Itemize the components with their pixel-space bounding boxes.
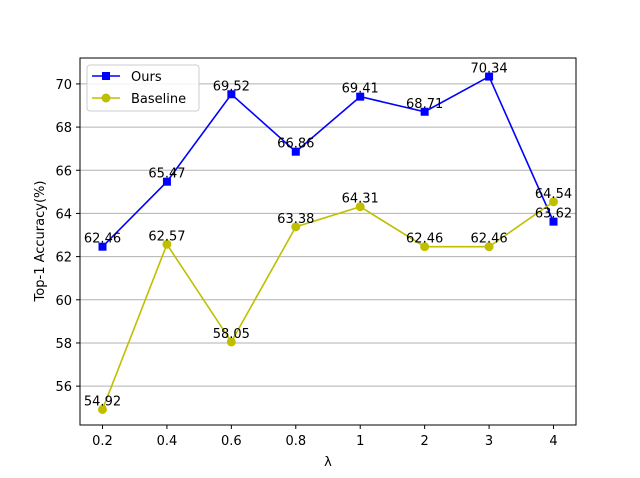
data-label-ours: 63.62 — [535, 207, 572, 222]
data-label-baseline: 58.05 — [213, 327, 250, 342]
y-tick-label: 62 — [55, 251, 72, 266]
data-label-ours: 69.52 — [213, 79, 250, 94]
tick-layer: 56 58 60 62 64 66 68 70 0.2 0.4 0.6 0.8 1 2 3 4 — [55, 78, 557, 449]
y-tick-label: 68 — [55, 121, 72, 136]
data-point-ours — [291, 147, 300, 156]
legend-label-baseline: Baseline — [131, 92, 186, 107]
data-label-ours: 68.71 — [406, 97, 443, 112]
legend-marker-baseline — [101, 93, 111, 103]
data-point-baseline — [162, 239, 172, 249]
data-label-layer: 62.46 65.47 69.52 66.86 69.41 68.71 70.34 63.62… — [84, 62, 572, 410]
data-point-baseline — [420, 242, 430, 252]
data-point-ours — [356, 92, 365, 101]
data-point-baseline — [484, 242, 494, 252]
data-label-baseline: 64.54 — [535, 187, 572, 202]
data-point-baseline — [226, 337, 236, 347]
data-point-ours — [420, 107, 429, 116]
data-point-ours — [162, 177, 171, 186]
x-tick-label: 3 — [485, 434, 493, 449]
data-label-ours: 66.86 — [277, 137, 314, 152]
x-tick-label: 4 — [549, 434, 557, 449]
data-label-ours: 69.41 — [342, 82, 379, 97]
data-label-ours: 70.34 — [470, 62, 507, 77]
legend-label-ours: Ours — [131, 70, 162, 85]
data-label-baseline: 62.46 — [470, 232, 507, 247]
y-tick-label: 70 — [55, 78, 72, 93]
x-tick-label: 0.2 — [92, 434, 113, 449]
legend-items: Ours Baseline — [92, 70, 186, 107]
data-label-ours: 65.47 — [148, 167, 185, 182]
legend-marker-ours — [102, 72, 110, 80]
data-label-baseline: 63.38 — [277, 212, 314, 227]
data-label-baseline: 54.92 — [84, 394, 121, 409]
x-tick-label: 2 — [421, 434, 429, 449]
series-line-baseline — [101, 201, 554, 410]
data-label-baseline: 64.31 — [342, 192, 379, 207]
data-point-baseline — [549, 197, 558, 207]
data-point-baseline — [98, 404, 107, 414]
y-tick-label: 58 — [55, 337, 72, 352]
data-label-baseline: 62.46 — [406, 232, 443, 247]
y-tick-label: 60 — [55, 294, 72, 309]
series-layer — [98, 72, 558, 414]
data-point-ours — [98, 242, 107, 251]
data-point-baseline — [291, 222, 301, 232]
y-tick-label: 56 — [55, 380, 72, 395]
series-line-ours — [101, 75, 555, 248]
data-point-baseline — [355, 202, 365, 212]
data-label-baseline: 62.57 — [148, 229, 185, 244]
data-point-ours — [549, 217, 558, 226]
y-tick-label: 66 — [55, 164, 72, 179]
x-tick-label: 0.6 — [221, 434, 242, 449]
x-tick-label: 1 — [356, 434, 364, 449]
x-axis-label: λ — [324, 455, 332, 470]
data-point-ours — [227, 90, 236, 99]
legend: Ours Baseline — [86, 64, 200, 112]
plot-frame — [79, 57, 577, 426]
data-label-ours: 62.46 — [84, 232, 121, 247]
y-tick-label: 64 — [55, 207, 72, 222]
y-axis-label: Top-1 Accuracy(%) — [33, 181, 48, 303]
x-tick-label: 0.4 — [157, 434, 178, 449]
x-tick-label: 0.8 — [285, 434, 306, 449]
data-point-ours — [485, 72, 494, 81]
